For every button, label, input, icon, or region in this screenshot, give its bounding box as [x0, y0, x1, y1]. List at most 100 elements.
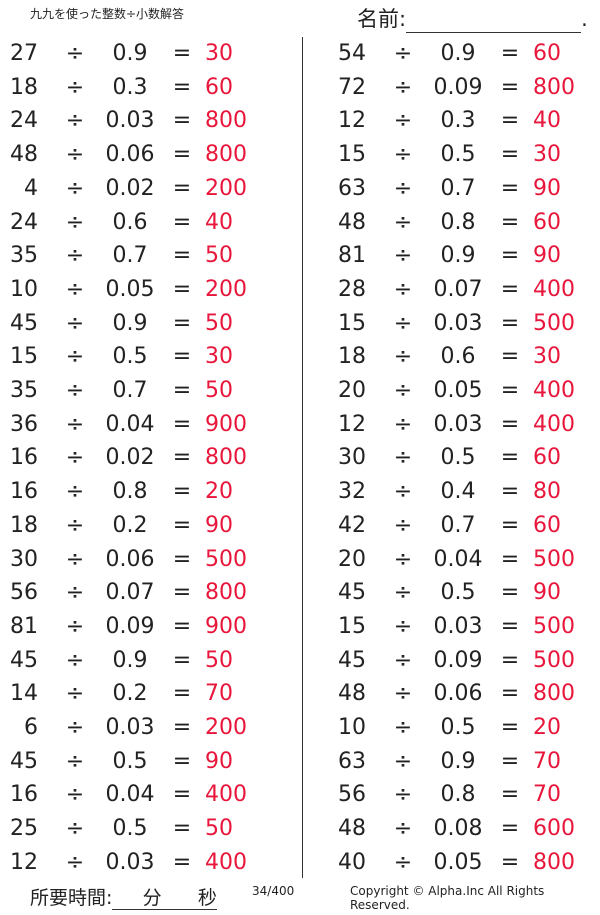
dividend: 63: [338, 175, 366, 201]
answer: 200: [205, 276, 247, 302]
equals-sign: =: [500, 243, 520, 269]
divisor: 0.3: [440, 108, 476, 134]
answer: 40: [533, 108, 561, 134]
equals-sign: =: [500, 647, 520, 673]
equals-sign: =: [172, 580, 192, 606]
divisor: 0.05: [433, 378, 483, 403]
dividend: 56: [10, 580, 38, 606]
name-field[interactable]: 名前:.: [357, 3, 588, 33]
equals-sign: =: [172, 142, 192, 168]
divisor: 0.9: [440, 243, 476, 269]
equals-sign: =: [172, 411, 192, 437]
equals-sign: =: [172, 74, 192, 100]
equals-sign: =: [500, 310, 520, 336]
dividend: 16: [10, 479, 38, 505]
answer: 400: [533, 411, 575, 437]
divisor: 0.06: [105, 546, 155, 572]
divide-sign: ÷: [65, 74, 85, 100]
answer: 60: [533, 512, 561, 538]
divisor: 0.9: [440, 748, 476, 774]
divide-sign: ÷: [393, 580, 413, 606]
divide-sign: ÷: [393, 276, 413, 302]
equals-sign: =: [500, 209, 520, 235]
answer: 50: [205, 378, 233, 403]
divide-sign: ÷: [393, 310, 413, 336]
dividend: 18: [338, 344, 366, 370]
dividend: 15: [338, 613, 366, 639]
dividend: 48: [338, 681, 366, 707]
answer: 200: [205, 175, 247, 201]
answer: 60: [533, 445, 561, 471]
answer: 70: [533, 748, 561, 774]
divide-sign: ÷: [393, 546, 413, 572]
divide-sign: ÷: [393, 209, 413, 235]
equals-sign: =: [172, 681, 192, 707]
answer: 70: [205, 681, 233, 707]
equals-sign: =: [500, 445, 520, 471]
dividend: 14: [10, 681, 38, 707]
divisor: 0.6: [112, 209, 148, 235]
answer: 500: [205, 546, 247, 572]
name-label: 名前:: [357, 7, 407, 31]
divide-sign: ÷: [393, 816, 413, 842]
divide-sign: ÷: [65, 209, 85, 235]
equals-sign: =: [172, 209, 192, 235]
dividend: 45: [10, 748, 38, 774]
divisor: 0.8: [440, 782, 476, 808]
divisor: 0.7: [440, 512, 476, 538]
divide-sign: ÷: [65, 108, 85, 134]
time-blank[interactable]: 分 秒: [112, 887, 217, 910]
divisor: 0.05: [105, 276, 155, 302]
equals-sign: =: [172, 546, 192, 572]
answer: 500: [533, 546, 575, 572]
dividend: 35: [10, 378, 38, 403]
answer: 400: [533, 378, 575, 403]
answer: 30: [533, 142, 561, 168]
dividend: 81: [10, 613, 38, 639]
dividend: 10: [10, 276, 38, 302]
divide-sign: ÷: [65, 681, 85, 707]
equals-sign: =: [172, 243, 192, 269]
dividend: 45: [338, 580, 366, 606]
divide-sign: ÷: [393, 378, 413, 403]
name-line[interactable]: [406, 12, 582, 33]
equals-sign: =: [172, 276, 192, 302]
dividend: 81: [338, 243, 366, 269]
divide-sign: ÷: [65, 816, 85, 842]
divisor: 0.03: [433, 613, 483, 639]
divide-sign: ÷: [393, 748, 413, 774]
divisor: 0.06: [105, 142, 155, 168]
divisor: 0.09: [105, 613, 155, 639]
dividend: 10: [338, 715, 366, 740]
time-taken: 所要時間: 分 秒: [30, 883, 217, 910]
divisor: 0.9: [112, 310, 148, 336]
answer: 50: [205, 647, 233, 673]
divide-sign: ÷: [65, 445, 85, 471]
answer: 900: [205, 411, 247, 437]
name-end: .: [581, 7, 588, 31]
divisor: 0.08: [433, 816, 483, 842]
divide-sign: ÷: [65, 748, 85, 774]
divide-sign: ÷: [393, 243, 413, 269]
divisor: 0.03: [433, 310, 483, 336]
divisor: 0.7: [112, 243, 148, 269]
equals-sign: =: [500, 344, 520, 370]
divide-sign: ÷: [393, 681, 413, 707]
divide-sign: ÷: [65, 849, 85, 875]
answer: 20: [533, 715, 561, 740]
divisor: 0.02: [105, 175, 155, 201]
dividend: 48: [338, 816, 366, 842]
dividend: 45: [338, 647, 366, 673]
answer: 600: [533, 816, 575, 842]
answer: 800: [205, 142, 247, 168]
divisor: 0.07: [433, 276, 483, 302]
answer: 800: [533, 681, 575, 707]
divisor: 0.8: [440, 209, 476, 235]
dividend: 48: [10, 142, 38, 168]
equals-sign: =: [500, 378, 520, 403]
answer: 90: [533, 580, 561, 606]
dividend: 24: [10, 209, 38, 235]
answer: 500: [533, 310, 575, 336]
divide-sign: ÷: [393, 479, 413, 505]
divisor: 0.05: [433, 849, 483, 875]
